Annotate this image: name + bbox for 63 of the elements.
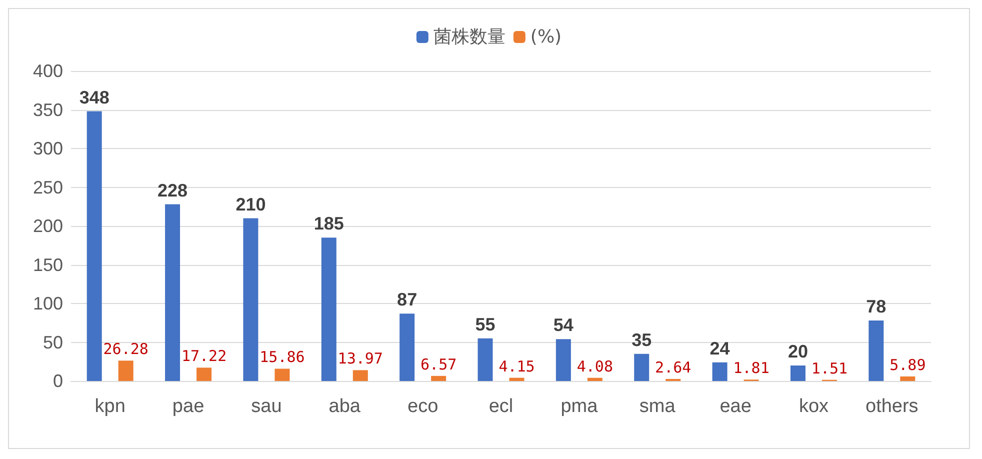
bar	[509, 378, 524, 381]
bar	[868, 320, 884, 381]
data-label: 4.08	[576, 357, 613, 376]
x-tick-label: sau	[251, 396, 282, 417]
data-label: 6.57	[420, 355, 457, 374]
bar	[478, 338, 493, 381]
data-label: 24	[710, 338, 730, 358]
x-tick-label: eco	[408, 396, 438, 417]
bar	[431, 376, 446, 381]
y-tick-label: 100	[32, 294, 63, 314]
bar	[118, 360, 134, 381]
bar	[352, 370, 368, 381]
y-tick-label: 50	[42, 332, 63, 352]
data-label: 87	[397, 290, 418, 310]
bar	[400, 314, 415, 381]
legend-label: 菌株数量	[433, 26, 506, 48]
y-tick-label: 350	[32, 100, 63, 120]
data-label: 20	[788, 342, 808, 362]
data-label: 15.86	[260, 348, 305, 366]
y-tick-label: 200	[32, 216, 63, 236]
bar	[196, 368, 212, 381]
data-label: 26.28	[103, 340, 148, 358]
data-label: 185	[314, 214, 344, 234]
data-label: 228	[158, 180, 188, 200]
legend-label: (%)	[530, 26, 562, 48]
y-tick-label: 300	[32, 138, 63, 158]
bar	[900, 376, 916, 381]
y-tick-label: 250	[32, 177, 63, 198]
x-tick-label: others	[866, 396, 918, 417]
data-label: 13.97	[338, 350, 383, 368]
data-label: 55	[475, 314, 496, 334]
y-tick-label: 0	[52, 371, 63, 391]
bar	[790, 366, 806, 381]
x-tick-label: kox	[798, 396, 830, 417]
data-label: 1.81	[733, 359, 770, 378]
x-tick-label: eae	[720, 396, 752, 417]
y-tick-label: 400	[32, 61, 63, 81]
data-label: 54	[553, 315, 574, 336]
x-tick-label: kpn	[94, 396, 126, 417]
bar	[274, 368, 290, 381]
x-tick-label: aba	[328, 396, 361, 417]
bar	[556, 339, 571, 381]
data-label: 17.22	[181, 347, 227, 366]
x-tick-label: pae	[172, 396, 204, 417]
data-label: 78	[866, 296, 886, 317]
data-label: 4.15	[498, 357, 535, 376]
data-label: 5.89	[890, 356, 926, 374]
data-label: 1.51	[811, 359, 848, 378]
x-tick-label: sma	[639, 396, 676, 417]
data-label: 348	[79, 87, 110, 108]
data-label: 2.64	[655, 358, 692, 376]
y-tick-label: 150	[32, 254, 63, 275]
x-tick-label: ecl	[488, 396, 514, 417]
bar	[587, 378, 602, 381]
data-label: 35	[632, 330, 652, 350]
bar	[634, 354, 650, 381]
bar	[321, 238, 336, 381]
bar	[165, 204, 180, 381]
bar	[712, 362, 728, 381]
x-tick-label: pma	[560, 396, 598, 417]
bar	[86, 111, 102, 381]
bar	[243, 218, 258, 381]
data-label: 210	[236, 194, 266, 214]
